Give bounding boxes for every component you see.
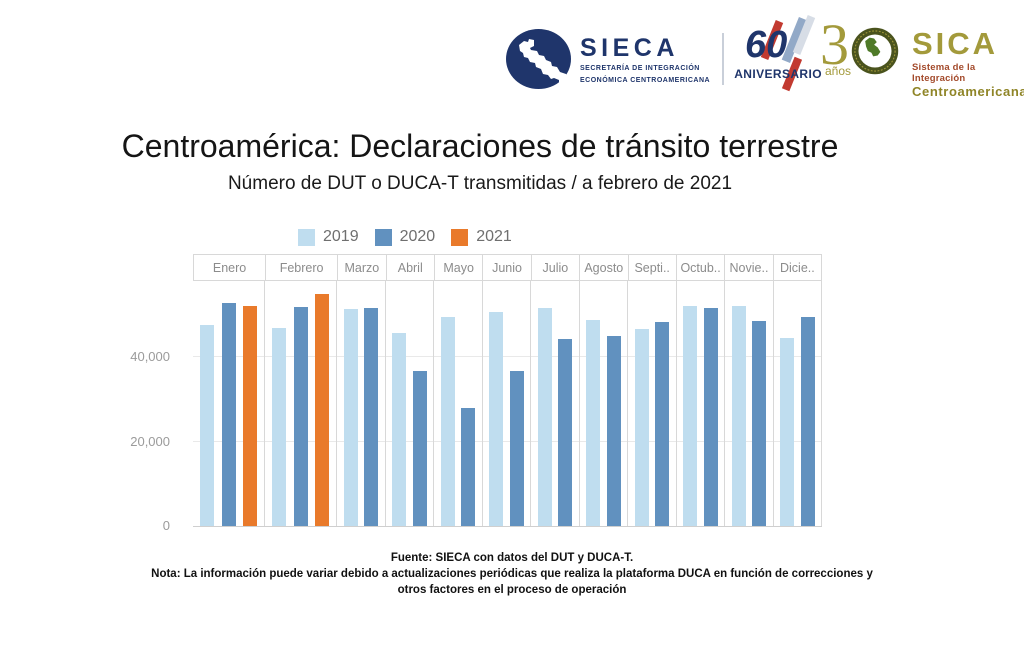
month-label-agosto: Agosto — [580, 255, 629, 280]
month-panel-abril — [386, 281, 435, 526]
sica-30-number: 3 — [820, 12, 849, 77]
page-subtitle: Número de DUT o DUCA-T transmitidas / a … — [227, 173, 733, 194]
logo-divider — [722, 33, 725, 85]
month-panel-junio — [483, 281, 532, 526]
header-logos: SIECA SECRETARÍA DE INTEGRACIÓN ECONÓMIC… — [0, 0, 1024, 110]
bar-2020-mayo[interactable] — [461, 408, 476, 526]
y-tick-label-20000: 20,000 — [130, 434, 170, 449]
bar-2020-abril[interactable] — [412, 371, 427, 526]
bar-2019-noviembre[interactable] — [731, 306, 746, 526]
bar-2020-febrero[interactable] — [293, 307, 308, 526]
month-panel-febrero — [265, 281, 338, 526]
month-label-noviembre: Novie.. — [725, 255, 774, 280]
legend-item-2019[interactable]: 2019 — [298, 228, 359, 246]
bar-2019-septiembre[interactable] — [634, 329, 649, 526]
month-label-diciembre: Dicie.. — [774, 255, 823, 280]
sieca-subline-2: ECONÓMICA CENTROAMERICANA — [580, 77, 711, 85]
month-panel-mayo — [434, 281, 483, 526]
bar-2020-septiembre[interactable] — [655, 322, 670, 526]
month-label-enero: Enero — [193, 255, 267, 280]
bar-2019-mayo[interactable] — [440, 317, 455, 526]
month-header-row: Enero Febrero Marzo Abril Mayo Junio Julio Agos… — [193, 254, 823, 281]
legend-swatch-2020 — [374, 228, 392, 246]
sica-subline-1: Sistema de la Integración — [912, 62, 976, 84]
bar-2019-febrero[interactable] — [272, 328, 287, 526]
footer: Fuente: SIECA con datos del DUT y DUCA-T… — [0, 550, 1024, 598]
bar-2021-febrero[interactable] — [315, 293, 330, 526]
sica-wordmark: SICA — [912, 26, 999, 61]
bar-2019-marzo[interactable] — [343, 308, 358, 526]
month-label-junio: Junio — [483, 255, 532, 280]
bar-2020-noviembre[interactable] — [752, 321, 767, 526]
page-title: Centroamérica: Declaraciones de tránsito… — [121, 128, 839, 164]
month-panel-agosto — [580, 281, 629, 526]
sica-logo: 3 años SICA Sistema de la Integración Ce… — [820, 16, 1024, 100]
anniversary-block: 60 ANIVERSARIO — [734, 14, 822, 92]
month-label-mayo: Mayo — [435, 255, 484, 280]
sieca-wordmark: SIECA — [580, 34, 679, 62]
y-tick-label-0: 0 — [162, 518, 170, 533]
sica-anios-label: años — [825, 64, 852, 78]
bar-2019-diciembre[interactable] — [780, 337, 795, 526]
plot-area — [193, 281, 823, 527]
legend-item-2020[interactable]: 2020 — [374, 228, 436, 246]
bar-2020-enero[interactable] — [221, 303, 236, 526]
month-label-julio: Julio — [532, 255, 581, 280]
anniversary-number: 60 — [744, 24, 788, 66]
bar-2019-junio[interactable] — [489, 312, 504, 526]
month-panel-septiembre — [628, 281, 677, 526]
month-panel-marzo — [337, 281, 386, 526]
month-panel-diciembre — [774, 281, 823, 526]
source-note: Fuente: SIECA con datos del DUT y DUCA-T… — [390, 552, 634, 564]
legend-label-2019: 2019 — [323, 228, 359, 245]
bar-2020-marzo[interactable] — [364, 308, 379, 526]
bar-2019-julio[interactable] — [537, 307, 552, 526]
data-note-line2: otros factores en el proceso de operació… — [397, 584, 627, 596]
chart-legend: 2019 2020 2021 — [298, 228, 512, 246]
chart: Enero Febrero Marzo Abril Mayo Junio Julio Agos… — [193, 254, 823, 527]
bar-2020-diciembre[interactable] — [800, 317, 815, 526]
legend-label-2021: 2021 — [476, 228, 512, 245]
legend-swatch-2019 — [298, 228, 315, 246]
sieca-name-block: SIECA SECRETARÍA DE INTEGRACIÓN ECONÓMIC… — [580, 29, 710, 85]
month-panel-enero — [193, 281, 266, 526]
month-panel-octubre — [677, 281, 726, 526]
month-label-abril: Abril — [387, 255, 435, 280]
data-note-line1: Nota: La información puede variar debido… — [151, 568, 873, 580]
bar-2020-junio[interactable] — [509, 371, 524, 526]
anniversary-label: ANIVERSARIO — [734, 67, 822, 81]
sieca-map-logo-icon — [506, 29, 571, 89]
bar-2021-enero[interactable] — [242, 306, 257, 526]
bar-2020-agosto[interactable] — [606, 336, 621, 526]
bar-2020-julio[interactable] — [558, 339, 573, 526]
gridline-20000 — [193, 440, 822, 442]
sieca-logo: SIECA SECRETARÍA DE INTEGRACIÓN ECONÓMIC… — [506, 14, 822, 92]
y-tick-label-40000: 40,000 — [130, 349, 170, 364]
bar-2019-abril[interactable] — [392, 333, 407, 526]
legend-label-2020: 2020 — [399, 228, 436, 245]
sica-name-block: SICA Sistema de la Integración Centroame… — [912, 26, 1024, 99]
month-label-marzo: Marzo — [338, 255, 387, 280]
month-label-octubre: Octub.. — [677, 255, 726, 280]
sica-emblem-icon — [851, 27, 899, 75]
month-panel-julio — [531, 281, 580, 526]
bar-2019-octubre[interactable] — [683, 305, 698, 526]
sica-30-block: 3 años — [820, 16, 902, 82]
gridline-40000 — [193, 356, 822, 357]
bar-2019-agosto[interactable] — [586, 319, 601, 526]
bar-2019-enero[interactable] — [200, 325, 215, 526]
bar-2020-octubre[interactable] — [703, 308, 718, 526]
month-label-septiembre: Septi.. — [629, 255, 677, 280]
legend-swatch-2021 — [451, 228, 469, 246]
legend-item-2021[interactable]: 2021 — [451, 228, 512, 246]
sieca-subline-1: SECRETARÍA DE INTEGRACIÓN — [580, 65, 700, 72]
month-panel-noviembre — [725, 281, 774, 526]
month-label-febrero: Febrero — [266, 255, 339, 280]
sica-subline-2: Centroamericana — [912, 84, 1024, 99]
